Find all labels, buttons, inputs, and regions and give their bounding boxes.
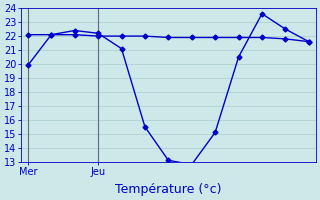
X-axis label: Température (°c): Température (°c) — [115, 183, 221, 196]
